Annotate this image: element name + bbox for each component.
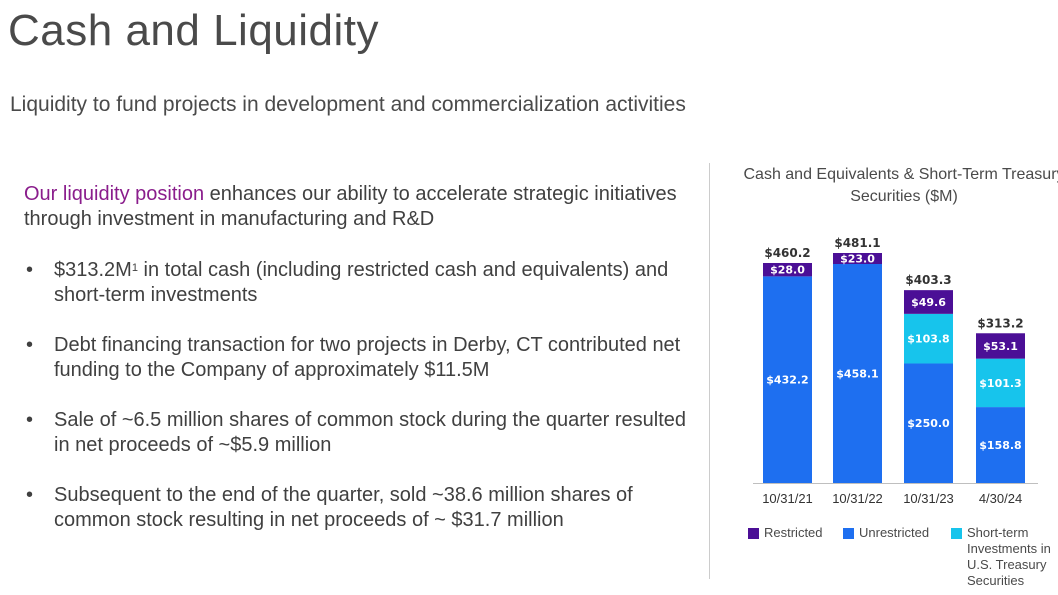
total-label: $403.3: [905, 273, 951, 287]
legend-item-unrestricted: Unrestricted: [843, 525, 929, 541]
bullet-item: • Subsequent to the end of the quarter, s…: [24, 483, 694, 533]
bullet-item: • Debt financing transaction for two proj…: [24, 333, 694, 383]
intro-text: Our liquidity position enhances our abil…: [24, 182, 684, 232]
bar-segment-unrestricted: [976, 407, 1025, 483]
data-label: $28.0: [770, 264, 805, 277]
chart-legend: Restricted Unrestricted Short-term Inves…: [748, 525, 1058, 595]
bar-segment-restricted: [833, 253, 882, 264]
bullet-dot-icon: •: [26, 484, 34, 506]
bullet-dot-icon: •: [26, 334, 34, 356]
x-tick-label: 10/31/22: [832, 491, 883, 506]
legend-swatch-restricted: [748, 528, 759, 539]
chart-title: Cash and Equivalents & Short-Term Treasu…: [743, 166, 1058, 205]
x-tick-label: 4/30/24: [979, 491, 1022, 506]
bar-segment-restricted: [976, 333, 1025, 359]
data-label: $53.1: [983, 340, 1018, 353]
data-label: $101.3: [979, 377, 1021, 390]
legend-label: Unrestricted: [859, 525, 930, 540]
legend-label: Restricted: [764, 525, 823, 540]
legend-swatch-unrestricted: [843, 528, 854, 539]
data-label: $250.0: [907, 417, 950, 430]
intro-rest: enhances our ability to accelerate strat…: [24, 183, 677, 230]
bar-segment-short-term: [976, 358, 1025, 408]
x-tick-label: 10/31/21: [762, 491, 813, 506]
data-label: $103.8: [907, 333, 949, 346]
bar-segment-restricted: [763, 262, 812, 277]
legend-item-restricted: Restricted: [748, 525, 823, 541]
bullet-list: • $313.2M1 in total cash (including restr…: [24, 258, 694, 558]
bullet-item: • $313.2M1 in total cash (including restr…: [24, 258, 694, 308]
bar-segment-short-term: [904, 313, 953, 364]
bullet-text: Subsequent to the end of the quarter, so…: [54, 484, 633, 531]
bar-segment-unrestricted: [763, 276, 812, 483]
legend-item-short-term: Short-term Investments in U.S. Treasury …: [951, 525, 1058, 589]
bar-segment-unrestricted: [904, 363, 953, 483]
data-label: $158.8: [979, 439, 1021, 452]
legend-swatch-short-term: [951, 528, 962, 539]
data-label: $23.0: [840, 252, 875, 265]
x-tick-label: 10/31/23: [903, 491, 954, 506]
bar-segment-unrestricted: [833, 263, 882, 483]
legend-label: Short-term Investments in U.S. Treasury …: [967, 525, 1051, 588]
page-title: Cash and Liquidity: [8, 6, 380, 55]
intro-accent: Our liquidity position: [24, 183, 205, 205]
total-label: $481.1: [834, 236, 880, 250]
footnote-marker: 1: [131, 262, 138, 274]
total-label: $460.2: [764, 246, 810, 260]
bullet-dot-icon: •: [26, 259, 34, 281]
bullet-dot-icon: •: [26, 409, 34, 431]
total-label: $313.2: [977, 316, 1023, 330]
data-label: $49.6: [911, 296, 946, 309]
bullet-text-cont: in total cash (including restricted cash…: [54, 259, 669, 306]
vertical-divider: [709, 163, 710, 579]
data-label: $432.2: [766, 374, 808, 387]
bullet-text: Sale of ~6.5 million shares of common st…: [54, 409, 686, 456]
bullet-item: • Sale of ~6.5 million shares of common s…: [24, 408, 694, 458]
data-label: $458.1: [836, 367, 878, 380]
stacked-bar-chart: $432.2 $28.0 $460.2 10/31/21 $458.1 $23.0 $481…: [753, 236, 1038, 506]
page-subtitle: Liquidity to fund projects in developmen…: [10, 93, 686, 116]
bullet-text: $313.2M: [54, 259, 132, 281]
bullet-text: Debt financing transaction for two proje…: [54, 334, 681, 381]
bar-segment-restricted: [904, 290, 953, 314]
